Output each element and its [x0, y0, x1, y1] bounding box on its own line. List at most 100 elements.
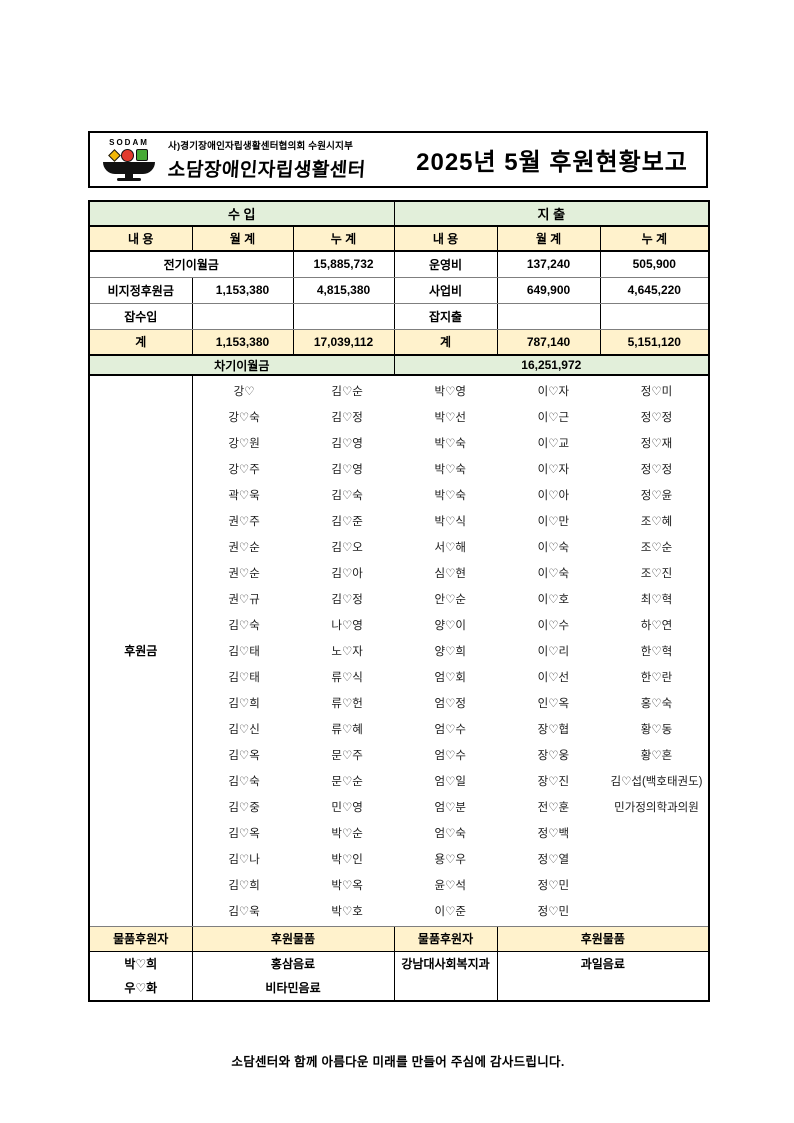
donor-name: 정♡재	[640, 438, 673, 450]
expense-total-month: 787,140	[496, 328, 601, 356]
donor-name: 하♡연	[640, 620, 673, 632]
donor-name: 이♡근	[537, 412, 570, 424]
donor-name: 이♡숙	[537, 542, 570, 554]
donor-name: 김♡정	[331, 594, 363, 606]
donor-name: 정♡윤	[640, 490, 673, 502]
donor-name: 안♡순	[434, 594, 467, 606]
donor-name: 황♡혼	[640, 750, 673, 762]
donor-name: 김♡희	[228, 880, 260, 892]
donor-name: 강♡원	[228, 438, 260, 450]
bowl-base-icon	[117, 177, 141, 181]
donor-name: 박♡옥	[331, 880, 363, 892]
goods-item-cell: 홍삼음료 비타민음료	[191, 950, 395, 1002]
goods-donor-header: 물품후원자	[393, 925, 498, 952]
donor-name: 권♡순	[228, 568, 260, 580]
sodam-logo-text: SODAM	[109, 137, 149, 147]
donor-name: 이♡준	[434, 906, 467, 918]
donor-name: 이♡숙	[537, 568, 570, 580]
donor-name: 김♡영	[331, 438, 363, 450]
donor-name: 황♡동	[640, 724, 673, 736]
expense-total-cum: 5,151,120	[599, 328, 710, 356]
income-section-header: 수 입	[88, 200, 395, 227]
donor-name: 김♡신	[228, 724, 260, 736]
donor-name: 조♡진	[640, 568, 673, 580]
col-header-content: 내 용	[88, 225, 193, 252]
donor-name: 김♡숙	[228, 620, 260, 632]
donor-name: 김♡옥	[228, 750, 260, 762]
donor-name: 엄♡숙	[434, 828, 467, 840]
donor-name: 박♡식	[434, 516, 467, 528]
donor-name: 문♡주	[331, 750, 363, 762]
donor-name: 이♡만	[537, 516, 570, 528]
donor-name: 곽♡욱	[228, 490, 260, 502]
income-row-label: 전기이월금	[88, 250, 294, 278]
col-header-cum: 누 계	[292, 225, 395, 252]
donor-name: 민가정의학과의원	[614, 802, 699, 814]
col-header-content: 내 용	[393, 225, 498, 252]
donor-name: 이♡아	[537, 490, 570, 502]
expense-month-value	[496, 302, 601, 330]
donor-name: 박♡호	[331, 906, 363, 918]
org-association-name: 사)경기장애인자립생활센터협의회 수원시지부	[168, 140, 354, 152]
donor-name: 김♡섭(백호태권도)	[610, 776, 703, 788]
goods-item-header: 후원물품	[496, 925, 710, 952]
goods-donor-cell: 강남대사회복지과	[393, 950, 498, 1002]
goods-donor-name	[395, 976, 497, 1000]
donor-name: 류♡헌	[331, 698, 363, 710]
income-row-label: 비지정후원금	[88, 276, 193, 304]
donor-name: 권♡순	[228, 542, 260, 554]
donor-name: 김♡아	[331, 568, 363, 580]
donor-name: 박♡인	[331, 854, 363, 866]
donor-name: 양♡이	[434, 620, 467, 632]
expense-month-value: 137,240	[496, 250, 601, 278]
donor-name: 류♡식	[331, 672, 363, 684]
expense-row-label: 잡지출	[393, 302, 498, 330]
donor-name: 장♡웅	[537, 750, 570, 762]
donor-name: 강♡주	[228, 464, 260, 476]
goods-donor-name: 박♡희	[124, 956, 158, 971]
donor-name: 서♡해	[434, 542, 467, 554]
donor-name: 용♡우	[434, 854, 467, 866]
expense-month-value: 649,900	[496, 276, 601, 304]
donor-name: 김♡영	[331, 464, 363, 476]
donor-name: 이♡선	[537, 672, 570, 684]
donor-name: 김♡태	[228, 672, 260, 684]
donor-name: 정♡백	[537, 828, 570, 840]
donor-name: 이♡교	[537, 438, 570, 450]
donor-name: 엄♡회	[434, 672, 467, 684]
donor-name: 엄♡수	[434, 750, 467, 762]
donor-name: 정♡민	[537, 906, 570, 918]
sodam-logo-icon: SODAM	[96, 137, 162, 181]
donation-names-row: 후원금 강♡ 김♡순 박♡영 이♡자 정♡미 강♡숙 김♡정 박♡선 이♡근 정♡정 강♡원 김♡영 박…	[88, 374, 710, 927]
donor-name: 김♡옥	[228, 828, 260, 840]
goods-donor-header: 물품후원자	[88, 925, 193, 952]
donor-name: 전♡훈	[537, 802, 570, 814]
donor-name: 김♡나	[228, 854, 260, 866]
donation-section-label: 후원금	[88, 374, 193, 927]
expense-cum-value	[599, 302, 710, 330]
table-row: 비지정후원금 1,153,380 4,815,380 사업비 649,900 4…	[88, 276, 710, 304]
donor-name: 조♡혜	[640, 516, 673, 528]
total-row: 계 1,153,380 17,039,112 계 787,140 5,151,1…	[88, 328, 710, 356]
donor-name	[605, 898, 708, 924]
donor-name: 정♡열	[537, 854, 570, 866]
donor-name: 류♡혜	[331, 724, 363, 736]
donor-name: 권♡규	[228, 594, 260, 606]
goods-item-name: 홍삼음료	[270, 956, 316, 971]
expense-row-label: 운영비	[393, 250, 498, 278]
goods-item-name: 비타민음료	[265, 980, 321, 995]
donor-name: 박♡숙	[434, 438, 467, 450]
donor-name: 정♡민	[537, 880, 570, 892]
column-header-row: 내 용 월 계 누 계 내 용 월 계 누 계	[88, 225, 710, 252]
donor-name: 심♡현	[434, 568, 467, 580]
donor-name	[605, 820, 708, 846]
page-title: 2025년 5월 후원현황보고	[416, 149, 688, 176]
income-total-cum: 17,039,112	[292, 328, 395, 356]
donor-name: 김♡숙	[228, 776, 260, 788]
donor-name	[605, 846, 708, 872]
green-square-icon	[136, 149, 148, 161]
donor-name: 이♡자	[537, 464, 570, 476]
goods-item-cell: 과일음료	[496, 950, 710, 1002]
carryover-row: 차기이월금 16,251,972	[88, 354, 710, 376]
income-month-value: 1,153,380	[191, 276, 294, 304]
